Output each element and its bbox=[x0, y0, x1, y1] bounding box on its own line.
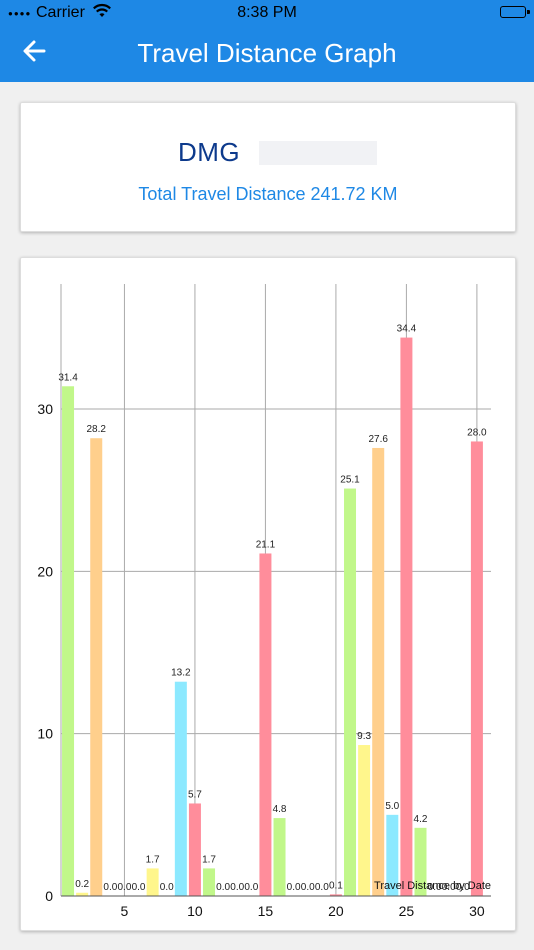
travel-distance-chart-card: 31.4 0.2 28.2 0.0 0.0 0.0 1.7 0.0 13.2 5.7 1.7 0.0 0… bbox=[20, 257, 516, 931]
chart-bar bbox=[386, 814, 399, 896]
chart-bar bbox=[329, 894, 342, 896]
wifi-icon bbox=[92, 3, 112, 24]
bar-value-label: 1.7 bbox=[202, 854, 216, 865]
travel-distance-chart: 31.40.228.20.0 0.0 0.01.70.013.25.71.70.0 0… bbox=[37, 284, 491, 919]
y-tick-label: 0 bbox=[45, 888, 53, 904]
x-tick-label: 30 bbox=[469, 903, 485, 919]
chart-bar bbox=[358, 745, 371, 896]
bar-value-label: 25.1 bbox=[340, 475, 360, 486]
chart-bar bbox=[400, 337, 413, 896]
chart-bar bbox=[62, 386, 75, 896]
y-tick-label: 10 bbox=[37, 726, 53, 742]
bar-value-label: 0.2 bbox=[75, 879, 89, 890]
redacted-block bbox=[259, 141, 377, 165]
bar-value-label: 0.0 bbox=[230, 882, 244, 893]
chart-bar bbox=[414, 827, 427, 896]
bar-value-label: 5.7 bbox=[188, 789, 202, 800]
chart-bar bbox=[273, 818, 286, 896]
bar-value-label: 0.1 bbox=[329, 880, 343, 891]
bar-value-label: 13.2 bbox=[171, 668, 191, 679]
bar-value-label: 0.0 bbox=[244, 882, 258, 893]
vehicle-id: DMG bbox=[178, 137, 241, 167]
bar-value-label: 28.0 bbox=[467, 427, 487, 438]
bar-value-label: 4.2 bbox=[414, 814, 428, 825]
bar-value-label: 0.0 bbox=[428, 882, 442, 893]
bar-value-label: 0.0 bbox=[287, 882, 301, 893]
bar-value-label: 4.8 bbox=[273, 804, 287, 815]
bar-value-label: 27.6 bbox=[368, 434, 388, 445]
y-tick-label: 20 bbox=[37, 563, 53, 579]
chart-bar bbox=[372, 447, 385, 896]
bar-value-label: 0.0 bbox=[117, 882, 131, 893]
chart-bar bbox=[188, 803, 201, 896]
x-tick-label: 25 bbox=[399, 903, 415, 919]
chart-bar bbox=[90, 438, 103, 896]
chart-bar bbox=[146, 868, 159, 896]
x-tick-label: 15 bbox=[258, 903, 274, 919]
chart-bar bbox=[174, 681, 187, 896]
bar-value-label: 0.0 bbox=[442, 882, 456, 893]
y-tick-label: 30 bbox=[37, 401, 53, 417]
status-bar: ●●●● Carrier 8:38 PM bbox=[0, 0, 534, 26]
back-arrow-icon[interactable] bbox=[20, 36, 50, 66]
bar-value-label: 0.0 bbox=[216, 882, 230, 893]
chart-bar bbox=[344, 488, 357, 896]
bar-value-label: 28.2 bbox=[87, 424, 107, 435]
chart-bar bbox=[76, 892, 89, 896]
bar-value-label: 5.0 bbox=[385, 801, 399, 812]
bar-value-label: 0.0 bbox=[132, 882, 146, 893]
bar-value-label: 0.0 bbox=[301, 882, 315, 893]
chart-legend-label: Travel Distance by Date bbox=[374, 880, 491, 892]
carrier-label: Carrier bbox=[36, 4, 85, 21]
chart-bar bbox=[259, 553, 272, 896]
bar-value-label: 0.0 bbox=[160, 882, 174, 893]
bar-value-label: 0.0 bbox=[456, 882, 470, 893]
chart-bar bbox=[470, 441, 483, 896]
page-title: Travel Distance Graph bbox=[137, 38, 397, 68]
nav-bar: Travel Distance Graph bbox=[0, 26, 534, 82]
signal-icon: ●●●● bbox=[8, 9, 32, 18]
status-time: 8:38 PM bbox=[237, 4, 297, 21]
x-tick-label: 5 bbox=[121, 903, 129, 919]
battery-icon bbox=[500, 6, 530, 18]
chart-bar bbox=[203, 868, 216, 896]
x-tick-label: 10 bbox=[187, 903, 203, 919]
x-tick-label: 20 bbox=[328, 903, 344, 919]
bar-value-label: 21.1 bbox=[256, 539, 276, 550]
bar-value-label: 9.3 bbox=[357, 731, 371, 742]
bar-value-label: 31.4 bbox=[58, 372, 78, 383]
bar-value-label: 0.0 bbox=[103, 882, 117, 893]
total-distance-label: Total Travel Distance 241.72 KM bbox=[138, 184, 398, 204]
bar-value-label: 0.0 bbox=[315, 882, 329, 893]
vehicle-info-card: DMG Total Travel Distance 241.72 KM bbox=[20, 102, 516, 232]
bar-value-label: 34.4 bbox=[397, 324, 417, 335]
bar-value-label: 1.7 bbox=[146, 854, 160, 865]
